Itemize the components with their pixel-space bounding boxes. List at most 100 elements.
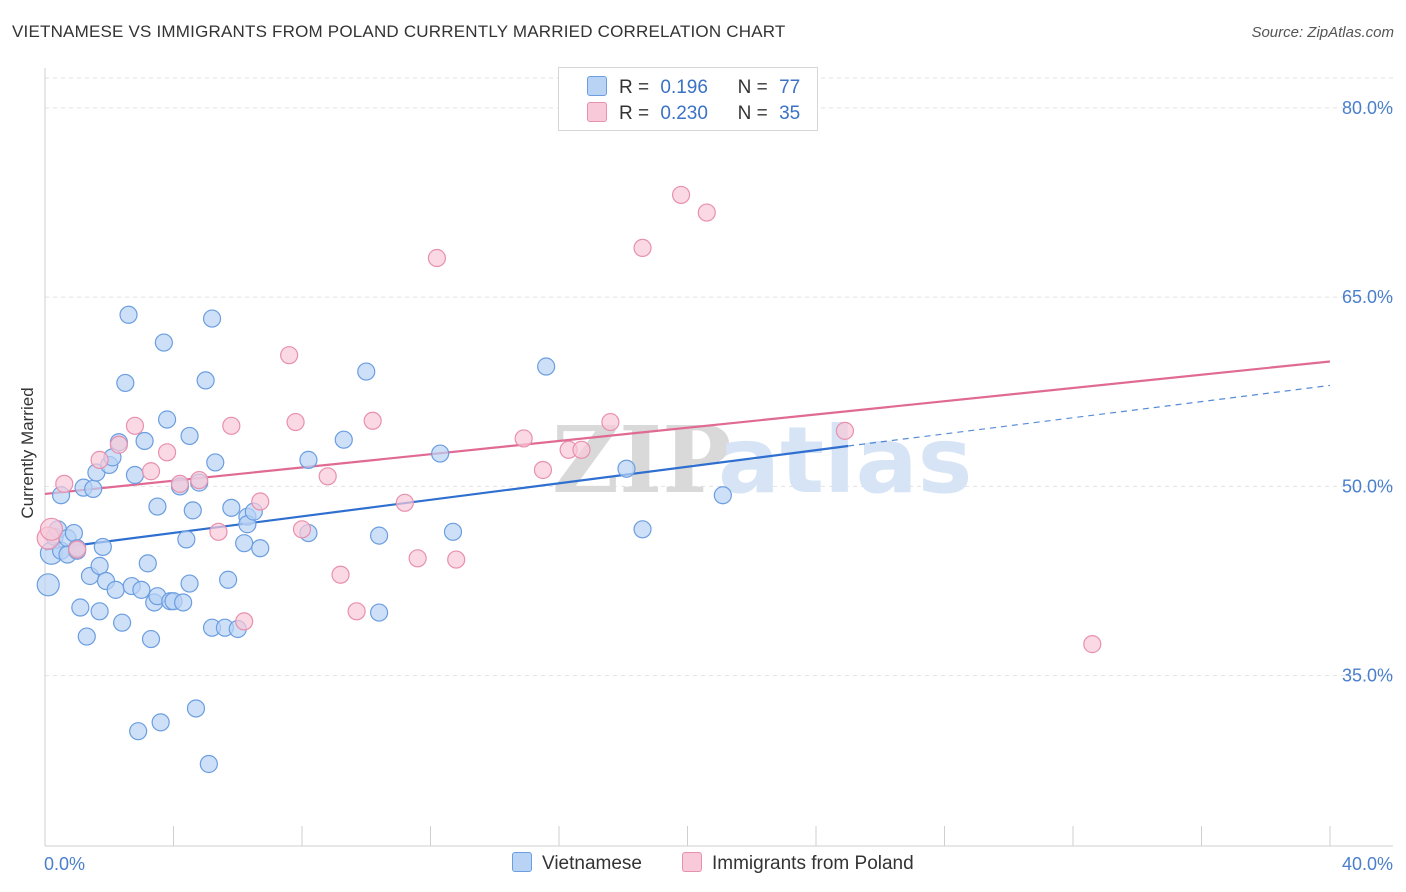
point-poland (601, 412, 620, 432)
bottom-legend-poland: Immigrants from Poland (682, 852, 914, 875)
point-vietnamese (219, 570, 238, 589)
y-tick-label: 80.0% (1342, 98, 1393, 118)
point-poland (533, 460, 553, 480)
point-vietnamese (135, 431, 154, 451)
trend-line-vietnamese-extension (848, 384, 1331, 447)
points-poland (36, 185, 1102, 654)
y-tick-label: 65.0% (1342, 287, 1393, 307)
legend-row-poland: R = 0.230 N = 35 (587, 102, 800, 124)
point-vietnamese (431, 444, 450, 463)
bottom-legend-vietnamese: Vietnamese (512, 852, 642, 875)
chart-title: VIETNAMESE VS IMMIGRANTS FROM POLAND CUR… (12, 22, 786, 41)
point-poland (286, 412, 305, 432)
point-vietnamese (299, 450, 318, 469)
point-vietnamese (64, 523, 84, 543)
trend-line-vietnamese (44, 444, 849, 551)
point-poland (125, 416, 145, 435)
legend-n-label: N = (737, 103, 768, 124)
point-vietnamese (112, 613, 132, 632)
point-vietnamese (180, 426, 199, 446)
point-vietnamese (71, 598, 90, 617)
legend-row-vietnamese: R = 0.196 N = 77 (587, 76, 800, 98)
point-poland (222, 416, 241, 435)
legend-r-value: 0.230 (660, 103, 708, 124)
watermark-zip: ZIP (552, 406, 731, 514)
legend-r-label: R = (619, 103, 650, 124)
point-poland (292, 520, 312, 539)
point-poland (109, 435, 128, 454)
point-vietnamese (222, 498, 241, 517)
point-poland (170, 474, 190, 493)
point-vietnamese (93, 537, 112, 557)
point-vietnamese (196, 371, 215, 390)
point-poland (318, 467, 337, 486)
point-poland (141, 462, 161, 481)
point-poland (1083, 635, 1102, 654)
point-poland (408, 549, 427, 568)
point-vietnamese (183, 501, 202, 520)
point-poland (395, 493, 414, 512)
bottom-legend-label-poland: Immigrants from Poland (712, 853, 914, 874)
point-vietnamese (84, 479, 103, 499)
point-vietnamese (141, 629, 161, 649)
point-poland (280, 346, 299, 365)
legend-n-value: 77 (779, 77, 801, 98)
point-vietnamese (370, 526, 389, 545)
point-poland (39, 517, 64, 541)
legend-n-label: N = (737, 77, 768, 98)
point-vietnamese (177, 530, 196, 549)
y-tick-label: 50.0% (1342, 476, 1393, 496)
point-vietnamese (151, 713, 170, 732)
point-poland (347, 602, 366, 621)
points-vietnamese (36, 305, 732, 774)
x-tick-label: 0.0% (44, 854, 85, 874)
trend-line-poland (44, 360, 1331, 496)
point-poland (697, 203, 716, 222)
point-vietnamese (119, 305, 138, 324)
point-vietnamese (106, 580, 125, 599)
point-poland (835, 421, 855, 440)
point-vietnamese (180, 574, 199, 593)
point-poland (55, 474, 74, 493)
point-vietnamese (357, 362, 376, 381)
point-poland (514, 429, 533, 448)
point-poland (633, 238, 652, 258)
point-poland (68, 540, 87, 559)
point-poland (363, 411, 382, 430)
point-vietnamese (90, 556, 109, 575)
point-poland (331, 565, 350, 584)
point-poland (90, 450, 109, 469)
point-poland (447, 550, 466, 569)
point-vietnamese (154, 333, 173, 352)
chart-source: Source: ZipAtlas.com (1251, 24, 1394, 41)
point-poland (209, 522, 228, 541)
bottom-legend-label-vietnamese: Vietnamese (542, 853, 642, 874)
point-vietnamese (713, 486, 732, 505)
point-vietnamese (199, 754, 218, 774)
legend-r-value: 0.196 (660, 77, 708, 98)
axes (44, 68, 1393, 847)
y-tick-label: 35.0% (1342, 666, 1393, 686)
point-vietnamese (235, 534, 254, 553)
point-vietnamese (129, 722, 148, 741)
point-vietnamese (251, 539, 270, 558)
point-poland (235, 612, 254, 631)
point-vietnamese (132, 580, 151, 599)
legend-r-label: R = (619, 77, 650, 98)
point-vietnamese (186, 699, 206, 718)
point-vietnamese (537, 357, 556, 376)
point-vietnamese (148, 497, 167, 516)
point-poland (427, 248, 447, 268)
point-vietnamese (125, 465, 145, 485)
point-vietnamese (202, 309, 222, 328)
tick-labels: 35.0% 50.0% 65.0% 80.0% 0.0% 40.0% Currently M… (18, 98, 1393, 874)
point-vietnamese (77, 627, 96, 646)
point-vietnamese (90, 602, 109, 621)
bottom-legend-swatch-poland (682, 852, 702, 872)
y-axis-title: Currently Married (18, 387, 37, 518)
point-poland (671, 185, 691, 205)
point-vietnamese (633, 520, 652, 539)
point-vietnamese (174, 593, 193, 612)
